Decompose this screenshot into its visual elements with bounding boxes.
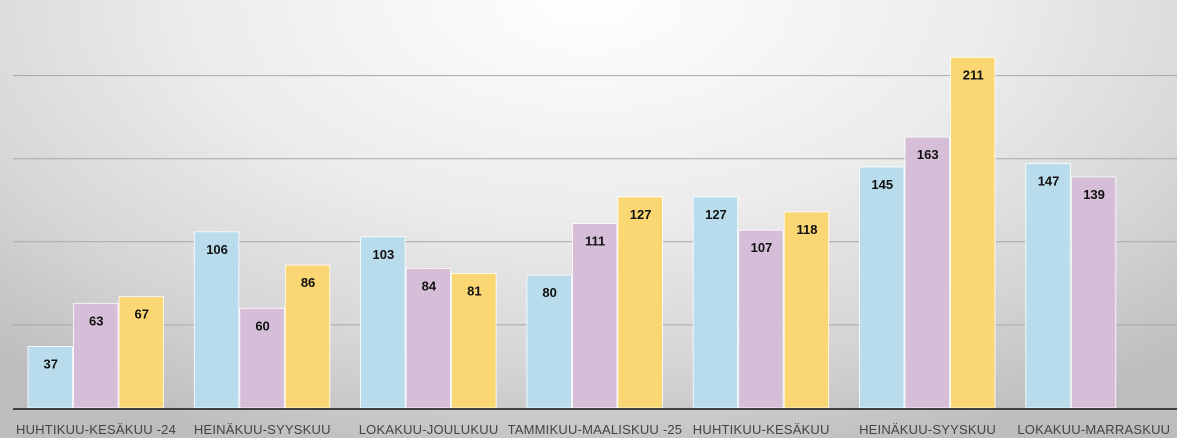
bar xyxy=(783,211,830,409)
category-label: TAMMIKUU-MAALISKUU -25 xyxy=(508,422,683,437)
bar xyxy=(572,223,618,409)
category-label: LOKAKUU-MARRASKUU xyxy=(1017,422,1170,437)
data-label: 37 xyxy=(44,357,58,372)
bar xyxy=(859,166,905,409)
category-label: HUHTIKUU-KESÄKUU -24 xyxy=(16,422,176,437)
category-label: HEINÄKUU-SYYSKUU xyxy=(859,422,996,437)
bar xyxy=(738,229,784,409)
bar xyxy=(239,307,285,409)
data-label: 80 xyxy=(542,285,556,300)
bar xyxy=(405,267,452,409)
category-label: LOKAKUU-JOULUKUU xyxy=(359,422,499,437)
bar xyxy=(193,231,240,409)
bar xyxy=(617,196,663,409)
data-label: 103 xyxy=(372,247,394,262)
data-label: 67 xyxy=(135,307,149,322)
data-label: 111 xyxy=(585,234,605,249)
data-label: 118 xyxy=(796,222,817,237)
data-label: 81 xyxy=(467,283,481,298)
category-label: HUHTIKUU-KESÄKUU xyxy=(693,422,830,437)
data-label: 127 xyxy=(705,207,727,222)
data-label: 139 xyxy=(1083,187,1105,202)
bar xyxy=(360,236,406,409)
data-label: 106 xyxy=(206,242,228,257)
bar xyxy=(1025,163,1071,409)
bar xyxy=(284,264,331,409)
data-label: 60 xyxy=(255,318,269,333)
data-label: 127 xyxy=(630,207,652,222)
bar xyxy=(692,196,739,409)
data-label: 84 xyxy=(422,278,437,293)
bar xyxy=(451,272,497,409)
data-label: 63 xyxy=(89,313,103,328)
bar xyxy=(904,136,950,409)
bar xyxy=(118,296,164,409)
bar xyxy=(27,346,73,409)
data-label: 145 xyxy=(871,177,893,192)
bar xyxy=(73,302,119,409)
bar xyxy=(950,56,996,409)
data-label: 211 xyxy=(963,67,984,82)
bar xyxy=(1070,176,1117,409)
data-label: 86 xyxy=(301,275,315,290)
data-label: 147 xyxy=(1038,174,1060,189)
data-label: 107 xyxy=(751,240,773,255)
data-label: 163 xyxy=(917,147,939,162)
category-label: HEINÄKUU-SYYSKUU xyxy=(194,422,331,437)
